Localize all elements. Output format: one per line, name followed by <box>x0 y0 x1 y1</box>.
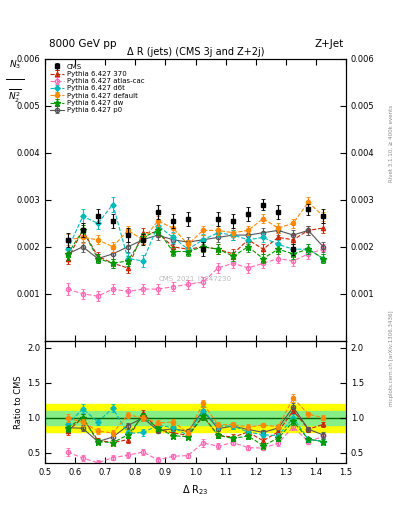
Legend: CMS, Pythia 6.427 370, Pythia 6.427 atlas-cac, Pythia 6.427 d6t, Pythia 6.427 de: CMS, Pythia 6.427 370, Pythia 6.427 atla… <box>49 62 146 115</box>
Text: 8000 GeV pp: 8000 GeV pp <box>49 38 117 49</box>
Title: Δ R (jets) (CMS 3j and Z+2j): Δ R (jets) (CMS 3j and Z+2j) <box>127 47 264 57</box>
Text: mcplots.cern.ch [arXiv:1306.3436]: mcplots.cern.ch [arXiv:1306.3436] <box>389 311 393 406</box>
Text: $N_3$: $N_3$ <box>9 59 21 71</box>
X-axis label: Δ R$_{23}$: Δ R$_{23}$ <box>182 483 209 497</box>
Bar <box>45 404 346 432</box>
Text: Z+Jet: Z+Jet <box>315 38 344 49</box>
Text: $\overline{N_2^2}$: $\overline{N_2^2}$ <box>8 87 22 105</box>
Text: Rivet 3.1.10, ≥ 400k events: Rivet 3.1.10, ≥ 400k events <box>389 105 393 182</box>
Y-axis label: Ratio to CMS: Ratio to CMS <box>14 375 23 429</box>
Bar <box>45 411 346 425</box>
Text: CMS_2021_I1847230: CMS_2021_I1847230 <box>159 275 232 282</box>
